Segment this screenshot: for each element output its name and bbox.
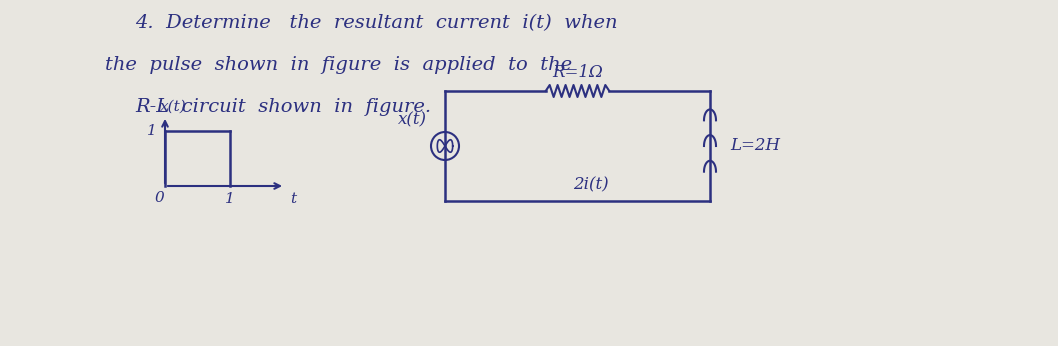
Text: the  pulse  shown  in  figure  is  applied  to  the: the pulse shown in figure is applied to … — [105, 56, 572, 74]
Text: 1: 1 — [225, 192, 235, 206]
Text: R-L  circuit  shown  in  figure.: R-L circuit shown in figure. — [135, 98, 431, 116]
Text: 2i(t): 2i(t) — [573, 176, 608, 193]
Text: R=1Ω: R=1Ω — [552, 64, 603, 81]
Text: 0: 0 — [154, 191, 164, 205]
Text: t: t — [290, 192, 296, 206]
Text: 4.  Determine   the  resultant  current  i(t)  when: 4. Determine the resultant current i(t) … — [135, 14, 618, 32]
Text: 1: 1 — [147, 124, 157, 138]
Text: x(t): x(t) — [398, 111, 427, 128]
Text: L=2H: L=2H — [730, 137, 780, 155]
Text: x(t): x(t) — [160, 100, 187, 114]
